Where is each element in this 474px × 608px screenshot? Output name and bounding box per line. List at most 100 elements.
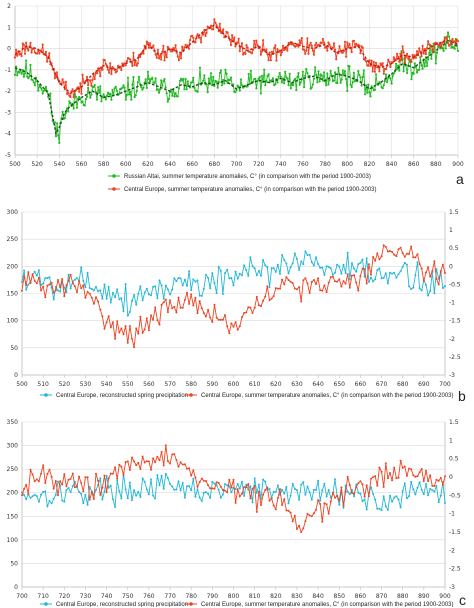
data-point-1 bbox=[414, 475, 417, 478]
data-point-1 bbox=[418, 263, 421, 266]
data-point-1 bbox=[40, 289, 42, 292]
data-point-1 bbox=[88, 498, 91, 501]
data-point-1 bbox=[370, 273, 372, 276]
data-point-1 bbox=[56, 71, 59, 74]
data-point-0 bbox=[46, 505, 49, 508]
data-point-1 bbox=[300, 37, 303, 40]
data-point-0 bbox=[207, 492, 210, 495]
data-point-0 bbox=[54, 135, 58, 138]
data-point-0 bbox=[222, 78, 225, 82]
data-point-1 bbox=[327, 41, 330, 44]
data-point-0 bbox=[399, 506, 402, 509]
data-point-0 bbox=[137, 75, 141, 78]
data-point-1 bbox=[105, 64, 108, 67]
data-point-1 bbox=[62, 81, 65, 84]
data-point-0 bbox=[93, 83, 96, 87]
data-point-0 bbox=[448, 35, 451, 38]
data-point-1 bbox=[260, 504, 262, 506]
data-point-0 bbox=[348, 493, 351, 496]
data-point-1 bbox=[264, 489, 267, 491]
data-point-0 bbox=[418, 287, 421, 290]
data-point-1 bbox=[346, 475, 349, 478]
data-point-0 bbox=[410, 78, 413, 81]
data-point-0 bbox=[341, 69, 344, 72]
x-tick-label: 510 bbox=[37, 381, 49, 388]
data-point-1 bbox=[188, 302, 191, 305]
data-point-0 bbox=[319, 266, 322, 269]
data-point-1 bbox=[286, 49, 289, 52]
data-point-1 bbox=[205, 480, 207, 482]
data-point-0 bbox=[23, 72, 27, 75]
data-point-0 bbox=[61, 499, 64, 502]
data-point-0 bbox=[270, 79, 273, 82]
x-tick-label: 860 bbox=[408, 161, 420, 168]
data-point-1 bbox=[215, 316, 218, 319]
data-point-0 bbox=[384, 272, 387, 275]
data-point-1 bbox=[250, 52, 254, 55]
data-point-1 bbox=[120, 465, 123, 468]
data-point-0 bbox=[316, 81, 319, 84]
x-tick-label: 710 bbox=[37, 593, 49, 600]
data-point-1 bbox=[103, 59, 106, 62]
data-point-0 bbox=[433, 490, 436, 493]
data-point-1 bbox=[142, 52, 145, 55]
data-point-1 bbox=[116, 477, 119, 480]
y-tick-label: 200 bbox=[7, 263, 19, 270]
data-point-1 bbox=[44, 482, 47, 484]
y-tick-label: 150 bbox=[7, 291, 19, 298]
data-point-1 bbox=[268, 299, 271, 302]
data-point-1 bbox=[65, 284, 68, 287]
data-point-0 bbox=[207, 276, 210, 279]
data-point-0 bbox=[278, 72, 281, 75]
y-tick-label: -4 bbox=[5, 131, 11, 138]
data-point-0 bbox=[16, 74, 19, 77]
data-point-1 bbox=[173, 49, 176, 52]
data-point-1 bbox=[154, 53, 157, 56]
data-point-1 bbox=[61, 78, 64, 81]
data-point-1 bbox=[135, 464, 138, 467]
data-point-1 bbox=[48, 468, 51, 471]
data-point-1 bbox=[291, 520, 294, 523]
x-tick-label: 540 bbox=[101, 381, 113, 388]
data-point-1 bbox=[386, 477, 389, 480]
data-point-0 bbox=[92, 289, 95, 292]
data-point-0 bbox=[134, 94, 137, 97]
data-point-0 bbox=[352, 71, 355, 74]
data-point-0 bbox=[408, 495, 410, 498]
data-point-0 bbox=[334, 71, 337, 74]
data-point-1 bbox=[389, 65, 392, 68]
y-tick-label: -2 bbox=[5, 88, 11, 95]
data-point-1 bbox=[334, 280, 336, 283]
data-point-0 bbox=[322, 71, 326, 74]
data-point-0 bbox=[257, 483, 260, 486]
data-point-0 bbox=[160, 79, 163, 82]
data-point-1 bbox=[293, 287, 296, 290]
data-point-0 bbox=[57, 480, 59, 483]
data-point-1 bbox=[103, 474, 106, 477]
data-point-1 bbox=[61, 278, 64, 280]
data-point-0 bbox=[209, 287, 212, 290]
data-point-0 bbox=[215, 292, 218, 295]
data-point-1 bbox=[194, 476, 197, 479]
data-point-1 bbox=[422, 280, 425, 282]
data-point-1 bbox=[415, 50, 419, 53]
data-point-1 bbox=[334, 48, 337, 51]
data-point-1 bbox=[306, 37, 309, 40]
data-point-0 bbox=[87, 86, 90, 90]
data-point-0 bbox=[122, 310, 125, 313]
data-point-1 bbox=[378, 70, 381, 73]
data-point-1 bbox=[89, 79, 92, 82]
data-point-1 bbox=[392, 56, 395, 59]
data-point-0 bbox=[90, 288, 93, 290]
data-point-1 bbox=[145, 460, 148, 463]
data-point-0 bbox=[196, 90, 199, 93]
data-point-0 bbox=[289, 87, 292, 90]
data-point-1 bbox=[97, 67, 100, 70]
data-point-0 bbox=[125, 93, 128, 96]
data-point-0 bbox=[126, 314, 129, 317]
legend-label: Central Europe, summer temperature anoma… bbox=[124, 187, 377, 193]
data-point-0 bbox=[281, 254, 284, 256]
data-point-0 bbox=[277, 75, 280, 78]
data-point-1 bbox=[308, 44, 311, 47]
data-point-0 bbox=[312, 488, 315, 491]
